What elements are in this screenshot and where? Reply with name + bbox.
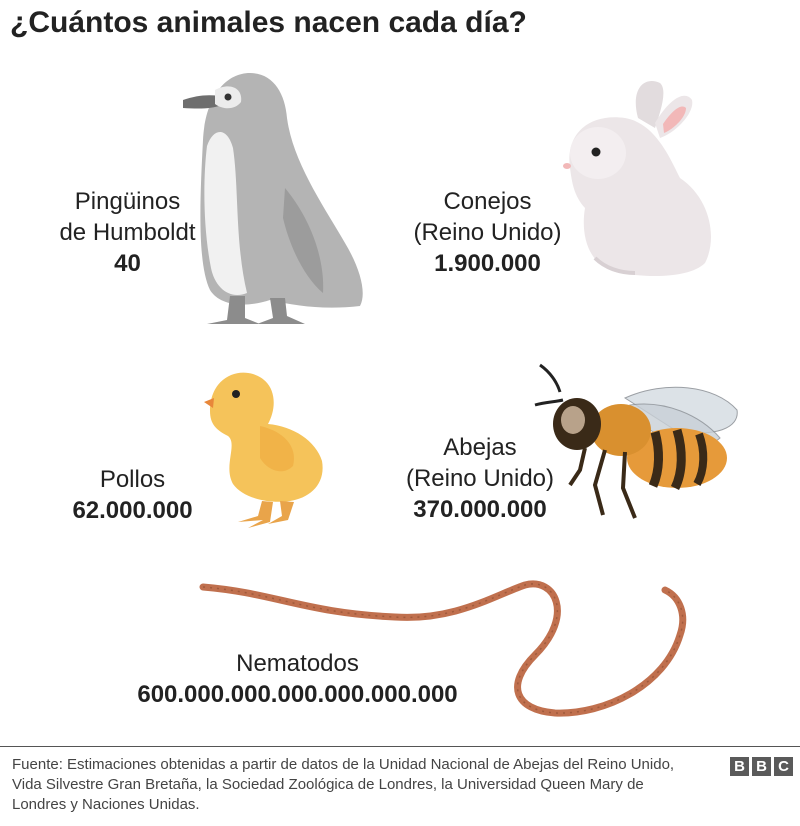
worm-icon	[199, 580, 687, 717]
bee-icon	[534, 363, 738, 519]
bee-count: 370.000.000	[413, 496, 547, 523]
page-title: ¿Cuántos animales nacen cada día?	[10, 6, 527, 39]
chick-count: 62.000.000	[72, 497, 193, 524]
penguin-name-line1: Pingüinos	[74, 188, 181, 215]
chick-name: Pollos	[99, 466, 166, 493]
rabbit-label: Conejos (Reino Unido) 1.900.000	[395, 186, 580, 279]
worm-label: Nematodos 600.000.000.000.000.000.000	[100, 648, 495, 710]
penguin-label: Pingüinos de Humboldt 40	[40, 186, 215, 279]
bee-label: Abejas (Reino Unido) 370.000.000	[385, 432, 575, 525]
chick-label: Pollos 62.000.000	[40, 464, 225, 526]
chick-icon	[204, 372, 323, 528]
bbc-logo-letter-c: C	[774, 757, 793, 776]
bbc-logo: B B C	[730, 757, 793, 776]
rabbit-icon	[563, 81, 712, 276]
penguin-count: 40	[114, 250, 141, 277]
footer: Fuente: Estimaciones obtenidas a partir …	[0, 746, 800, 826]
source-note: Fuente: Estimaciones obtenidas a partir …	[12, 756, 675, 813]
penguin-icon	[183, 73, 363, 324]
bbc-logo-letter-b2: B	[752, 757, 771, 776]
bbc-logo-letter-b1: B	[730, 757, 749, 776]
bee-name-line1: Abejas	[443, 434, 517, 461]
penguin-name-line2: de Humboldt	[59, 219, 196, 246]
rabbit-count: 1.900.000	[434, 250, 541, 277]
bee-name-line2: (Reino Unido)	[405, 465, 555, 492]
worm-name: Nematodos	[236, 650, 359, 677]
rabbit-name-line2: (Reino Unido)	[413, 219, 562, 246]
rabbit-name-line1: Conejos	[443, 188, 532, 215]
worm-count: 600.000.000.000.000.000.000	[137, 681, 458, 708]
